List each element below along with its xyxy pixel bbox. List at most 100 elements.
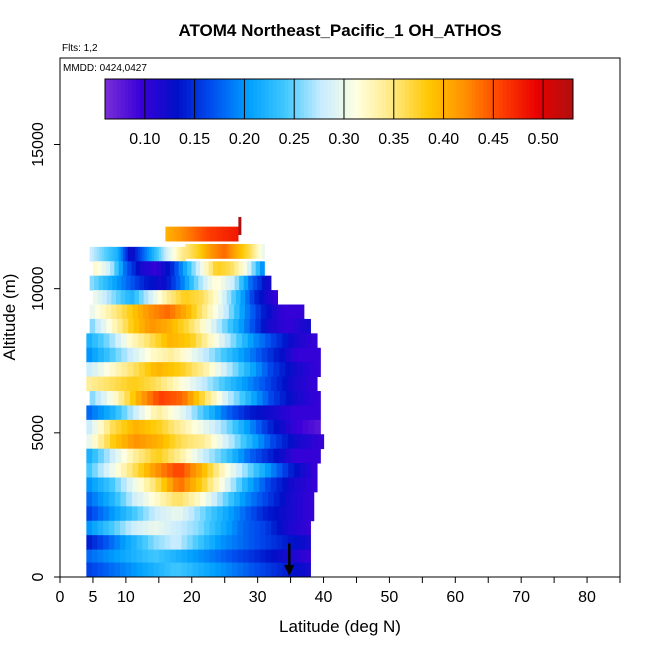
heatmap-cell	[185, 362, 193, 378]
heatmap-cell	[236, 477, 243, 493]
heatmap-cell	[146, 246, 150, 262]
heatmap-cell	[184, 477, 191, 493]
heatmap-cell	[142, 246, 146, 262]
heatmap-cell	[205, 318, 212, 334]
heatmap-cell	[299, 318, 306, 334]
heatmap-cell	[95, 304, 101, 320]
heatmap-cell	[194, 290, 200, 305]
heatmap-cell	[193, 391, 200, 406]
heatmap-cell	[282, 304, 289, 320]
heatmap-cell	[214, 405, 222, 421]
heatmap-cell	[225, 226, 228, 242]
heatmap-cell	[230, 376, 237, 392]
heatmap-cell	[228, 491, 235, 507]
colorbar-cell	[381, 79, 387, 119]
heatmap-cell	[203, 448, 210, 464]
heatmap-cell	[314, 405, 321, 421]
heatmap-cell	[198, 549, 205, 565]
heatmap-cell	[282, 549, 289, 565]
heatmap-cell	[149, 463, 157, 478]
heatmap-cell	[288, 463, 295, 478]
heatmap-cell	[250, 448, 257, 464]
x-tick-label: 0	[56, 589, 65, 606]
heatmap-cell	[244, 419, 251, 435]
heatmap-cell	[247, 376, 255, 392]
heatmap-cell	[253, 477, 260, 493]
heatmap-cell	[138, 376, 145, 392]
heatmap-cell	[109, 463, 116, 478]
heatmap-cell	[86, 562, 93, 578]
x-tick-label: 60	[446, 589, 464, 606]
heatmap-cell	[271, 562, 278, 578]
heatmap-cell	[174, 362, 181, 378]
heatmap-cell	[120, 506, 127, 522]
heatmap-cell	[270, 376, 278, 392]
heatmap-cell	[302, 347, 310, 363]
heatmap-cell	[314, 391, 321, 406]
colorbar-cell	[276, 79, 281, 119]
colorbar-tick-label: 0.25	[279, 131, 310, 148]
heatmap-cell	[122, 318, 129, 334]
colorbar-cell	[300, 79, 305, 119]
heatmap-cell	[177, 506, 184, 522]
colorbar-cell	[366, 79, 371, 119]
heatmap-cell	[258, 290, 265, 305]
heatmap-cell	[299, 333, 307, 349]
heatmap-cell	[164, 391, 171, 406]
heatmap-cell	[219, 226, 223, 242]
heatmap-cell	[218, 376, 226, 392]
heatmap-cell	[115, 347, 123, 363]
heatmap-cell	[223, 226, 226, 242]
colorbar-cell	[385, 79, 391, 119]
heatmap-cell	[153, 304, 160, 320]
heatmap-cell	[242, 261, 248, 277]
heatmap-cell	[304, 562, 311, 578]
heatmap-cell	[193, 275, 199, 291]
heatmap-cell	[209, 520, 216, 536]
heatmap-cell	[103, 506, 110, 522]
heatmap-cell	[181, 549, 188, 565]
heatmap-cell	[226, 347, 234, 363]
colorbar-cell	[206, 79, 211, 119]
heatmap-cell	[187, 226, 190, 242]
heatmap-cell	[248, 520, 255, 536]
heatmap-cell	[230, 226, 234, 242]
heatmap-cell	[171, 290, 177, 305]
heatmap-cell	[203, 419, 210, 435]
heatmap-cell	[213, 333, 220, 349]
heatmap-cell	[203, 226, 206, 242]
heatmap-cell	[121, 405, 128, 421]
heatmap-cell	[293, 376, 301, 392]
colorbar-cell	[518, 79, 523, 119]
heatmap-cell	[178, 477, 185, 493]
heatmap-cell	[175, 520, 183, 536]
heatmap-cell	[165, 261, 171, 277]
heatmap-cell	[277, 318, 284, 334]
heatmap-cell	[246, 243, 250, 259]
heatmap-cell	[273, 405, 280, 421]
heatmap-cell	[238, 419, 245, 435]
heatmap-cell	[130, 275, 136, 291]
heatmap-cell	[133, 318, 140, 334]
heatmap-cell	[191, 304, 198, 320]
colorbar-cell	[315, 79, 320, 119]
heatmap-cell	[138, 362, 146, 378]
heatmap-cell	[220, 243, 224, 259]
heatmap-cell	[98, 362, 105, 378]
heatmap-cell	[252, 243, 255, 259]
heatmap-cell	[259, 535, 267, 551]
heatmap-cell	[222, 290, 228, 305]
heatmap-cell	[195, 333, 203, 349]
heatmap-cell	[174, 261, 180, 277]
heatmap-cell	[199, 434, 206, 450]
heatmap-cell	[144, 347, 152, 363]
heatmap-cell	[117, 318, 124, 334]
heatmap-cell	[258, 243, 261, 259]
heatmap-cell	[172, 463, 180, 478]
heatmap-cell	[267, 347, 275, 363]
heatmap-cell	[137, 246, 141, 262]
heatmap-cell	[206, 243, 210, 259]
heatmap-cell	[287, 304, 294, 320]
heatmap-cell	[139, 318, 146, 334]
heatmap-cell	[299, 562, 306, 578]
